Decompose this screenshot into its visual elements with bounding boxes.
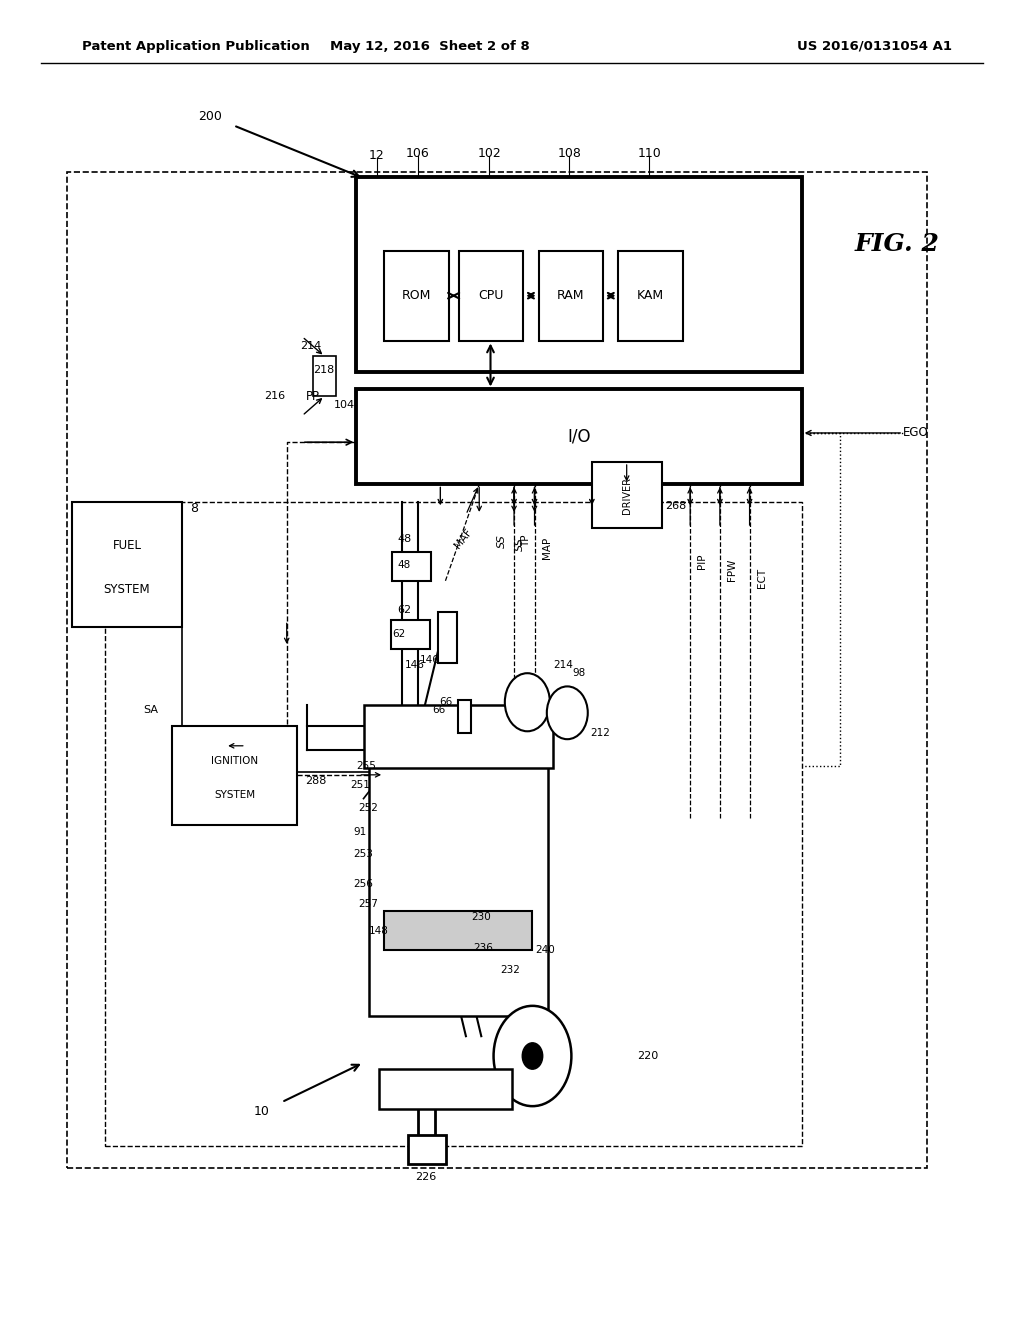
Bar — [172, 726, 297, 825]
Bar — [313, 356, 336, 396]
Text: SYSTEM: SYSTEM — [214, 791, 255, 800]
Text: FIG. 2: FIG. 2 — [855, 232, 940, 256]
Text: 232: 232 — [500, 965, 520, 975]
Text: DRIVER: DRIVER — [622, 477, 632, 513]
Text: 66: 66 — [439, 697, 452, 708]
Bar — [408, 1135, 446, 1164]
Text: IGNITION: IGNITION — [211, 755, 258, 766]
Text: May 12, 2016  Sheet 2 of 8: May 12, 2016 Sheet 2 of 8 — [330, 40, 530, 53]
Text: 146: 146 — [420, 655, 440, 665]
Bar — [618, 251, 683, 341]
Text: 251: 251 — [350, 780, 371, 791]
Bar — [539, 251, 603, 341]
Bar — [384, 911, 532, 950]
Bar — [364, 705, 553, 768]
Text: SS: SS — [497, 535, 507, 548]
Text: US 2016/0131054 A1: US 2016/0131054 A1 — [798, 40, 952, 53]
Text: Patent Application Publication: Patent Application Publication — [82, 40, 309, 53]
Text: 106: 106 — [406, 147, 430, 160]
Text: 230: 230 — [471, 912, 492, 923]
Text: 102: 102 — [477, 147, 502, 160]
Text: 62: 62 — [397, 605, 412, 615]
Text: 253: 253 — [353, 849, 374, 859]
Text: KAM: KAM — [637, 289, 665, 302]
Text: CPU: CPU — [478, 289, 504, 302]
Bar — [391, 620, 430, 649]
Circle shape — [522, 1043, 543, 1069]
Text: SS: SS — [515, 537, 525, 550]
Text: 62: 62 — [393, 628, 406, 639]
Circle shape — [547, 686, 588, 739]
Text: 240: 240 — [535, 945, 555, 956]
Text: ROM: ROM — [401, 289, 431, 302]
Circle shape — [505, 673, 550, 731]
Text: 48: 48 — [397, 533, 412, 544]
Text: ECT: ECT — [757, 568, 767, 589]
Text: 220: 220 — [637, 1051, 658, 1061]
Text: 110: 110 — [637, 147, 662, 160]
Text: 8: 8 — [190, 502, 199, 515]
Text: PP: PP — [305, 389, 319, 403]
Text: 48: 48 — [398, 560, 411, 570]
Bar — [592, 462, 662, 528]
Bar — [392, 552, 431, 581]
Bar — [67, 172, 927, 1168]
Bar — [356, 389, 802, 484]
Text: 66: 66 — [432, 705, 445, 715]
Bar — [459, 251, 523, 341]
Text: TP: TP — [521, 535, 531, 548]
Text: 214: 214 — [300, 341, 321, 351]
Text: 216: 216 — [264, 391, 285, 401]
Text: EGO: EGO — [903, 426, 929, 440]
Text: SYSTEM: SYSTEM — [103, 583, 151, 595]
Text: 212: 212 — [590, 727, 609, 738]
Bar — [369, 766, 548, 1016]
Text: 108: 108 — [557, 147, 582, 160]
Text: MAF: MAF — [453, 527, 474, 550]
Text: 91: 91 — [354, 826, 367, 837]
Bar — [105, 502, 802, 1146]
Text: 257: 257 — [358, 899, 379, 909]
Text: 200: 200 — [198, 110, 222, 123]
Bar — [379, 1069, 512, 1109]
Text: MAP: MAP — [542, 537, 552, 558]
Circle shape — [494, 1006, 571, 1106]
Bar — [438, 612, 457, 663]
Text: 104: 104 — [334, 400, 355, 411]
Text: SA: SA — [143, 705, 159, 715]
Text: 256: 256 — [353, 879, 374, 890]
Bar — [356, 177, 802, 372]
Text: I/O: I/O — [567, 428, 591, 446]
Bar — [72, 502, 182, 627]
Bar — [384, 251, 449, 341]
Text: 10: 10 — [253, 1105, 269, 1118]
Text: RAM: RAM — [557, 289, 585, 302]
Text: 146: 146 — [406, 660, 425, 671]
Text: 268: 268 — [666, 500, 687, 511]
Bar — [458, 700, 471, 733]
Text: 12: 12 — [369, 149, 385, 162]
Text: 214: 214 — [553, 660, 572, 671]
Text: 288: 288 — [305, 776, 327, 787]
Text: 226: 226 — [416, 1172, 436, 1183]
Text: FPW: FPW — [727, 560, 737, 581]
Text: 98: 98 — [572, 668, 585, 678]
Text: PIP: PIP — [697, 553, 708, 569]
Text: FUEL: FUEL — [113, 539, 141, 552]
Text: 252: 252 — [358, 803, 379, 813]
Text: 236: 236 — [473, 942, 494, 953]
Text: 218: 218 — [313, 364, 334, 375]
Text: 148: 148 — [369, 925, 389, 936]
Text: 255: 255 — [356, 760, 377, 771]
